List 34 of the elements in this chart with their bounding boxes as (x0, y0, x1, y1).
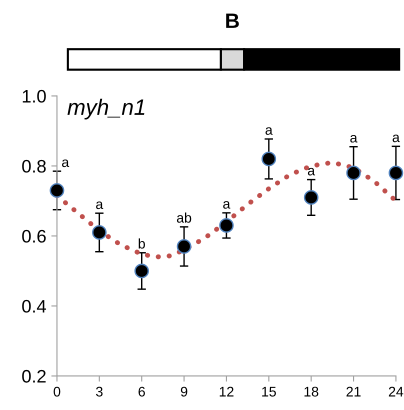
annotation: a (308, 168, 316, 176)
x-tick-label: 21 (346, 386, 361, 396)
point (134, 264, 149, 278)
point (50, 183, 64, 198)
x-tick-label: 3 (96, 386, 103, 397)
point (219, 218, 234, 233)
chart-title: B (226, 14, 239, 28)
y-tick-label: 1.0 (22, 90, 46, 103)
x-tick-label: 6 (138, 386, 145, 397)
annotation: ab (176, 212, 192, 223)
annotation: a (266, 127, 273, 135)
x-tick-label: 12 (220, 386, 234, 396)
point (92, 225, 107, 240)
annotation: a (62, 159, 70, 168)
point (304, 190, 318, 205)
point (176, 239, 192, 254)
annotation: a (96, 201, 104, 210)
x-tick-label: 24 (388, 386, 404, 396)
y-tick-label: 0.4 (22, 300, 46, 313)
annotation: a (223, 201, 230, 209)
point (346, 166, 361, 180)
x-tick-label: 15 (262, 386, 276, 397)
x-tick-label: 9 (180, 386, 188, 397)
y-tick-label: 0.8 (22, 160, 46, 173)
annotation: a (350, 134, 358, 143)
point (262, 152, 276, 166)
x-tick-label: 18 (304, 386, 318, 397)
point (388, 166, 404, 180)
annotation: a (392, 134, 400, 142)
y-tick-label: 0.2 (22, 370, 46, 383)
y-tick-label: 0.6 (22, 230, 46, 243)
annotation: b (138, 238, 145, 249)
x-tick-label: 0 (54, 386, 60, 397)
annotation: myh_n1 (68, 98, 144, 120)
